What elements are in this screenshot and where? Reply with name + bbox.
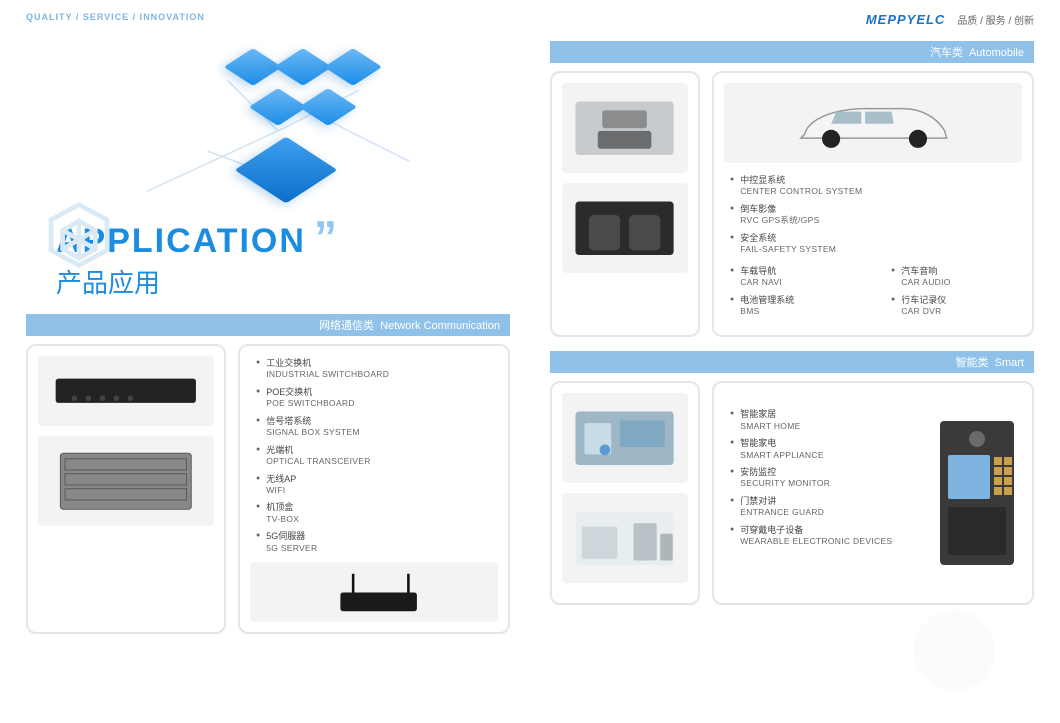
right-tagline: 品质 / 服务 / 创新 [957, 12, 1034, 27]
car-interior-image-1 [562, 83, 688, 173]
network-spec-panel: 工业交换机INDUSTRIAL SWITCHBOARD POE交换机POE SW… [238, 344, 510, 634]
smarthome-image-2 [562, 493, 688, 583]
smart-images-panel [550, 381, 700, 605]
network-images-panel [26, 344, 226, 634]
intercom-image [932, 393, 1022, 593]
hero-graphic [26, 30, 510, 230]
left-tagline: QUALITY / SERVICE / INNOVATION [26, 12, 510, 22]
auto-spec-panel: 中控显系统CENTER CONTROL SYSTEM 倒车影像RVC GPS系统… [712, 71, 1034, 337]
title-cn: 产品应用 [56, 263, 510, 300]
brand-logo: MEPPYELC [866, 12, 946, 27]
smart-spec-list: 智能家居SMART HOME 智能家电SMART APPLIANCE 安防监控S… [724, 393, 922, 593]
smart-spec-panel: 智能家居SMART HOME 智能家电SMART APPLIANCE 安防监控S… [712, 381, 1034, 605]
auto-spec-list: 中控显系统CENTER CONTROL SYSTEM 倒车影像RVC GPS系统… [724, 173, 1022, 264]
car-image [724, 83, 1022, 163]
server-image [38, 436, 214, 526]
section-header-automobile: 汽车类 Automobile [550, 41, 1034, 63]
section-header-network: 网络通信类 Network Communication [26, 314, 510, 336]
car-interior-image-2 [562, 183, 688, 273]
auto-images-panel [550, 71, 700, 337]
network-spec-list: 工业交换机INDUSTRIAL SWITCHBOARD POE交换机POE SW… [250, 356, 498, 562]
smarthome-image-1 [562, 393, 688, 483]
section-header-smart: 智能类 Smart [550, 351, 1034, 373]
hexagon-icon [44, 200, 114, 270]
router-image [250, 562, 498, 622]
switch-image [38, 356, 214, 426]
